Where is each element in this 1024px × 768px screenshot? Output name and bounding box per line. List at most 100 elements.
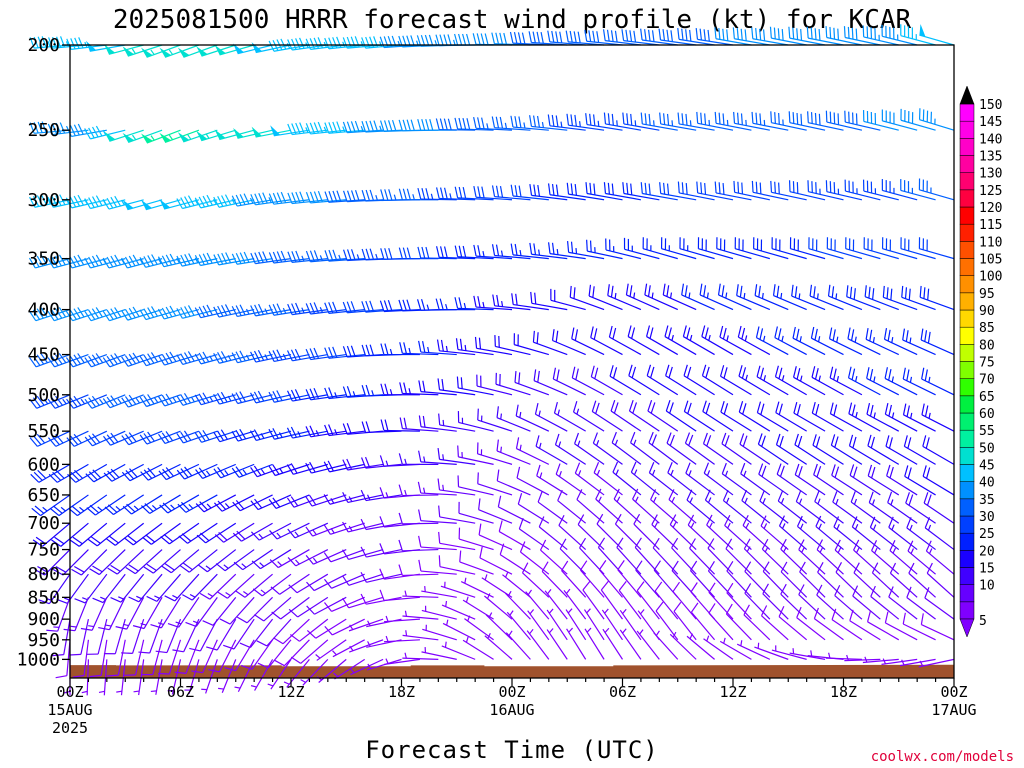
barb-feather: [806, 26, 809, 39]
barb-feather: [361, 421, 367, 433]
barb-feather: [84, 128, 91, 140]
wind-barb: [505, 630, 531, 660]
barb-shaft: [817, 571, 844, 598]
barb-feather: [305, 38, 312, 50]
wind-barb: [772, 284, 807, 311]
barb-feather: [379, 455, 385, 467]
barb-shaft: [582, 589, 605, 620]
wind-barb: [176, 305, 218, 319]
barb-feather: [574, 183, 578, 196]
barb-feather: [596, 31, 600, 43]
barb-feather: [73, 308, 81, 319]
barb-shaft: [866, 377, 900, 396]
barb-shaft: [761, 548, 789, 575]
barb-feather: [847, 366, 852, 379]
barb-feather: [922, 465, 927, 477]
barb-shaft: [568, 193, 605, 201]
wind-barb: [666, 432, 697, 465]
barb-feather: [556, 369, 560, 381]
barb-feather: [128, 596, 140, 603]
barb-shaft: [384, 596, 420, 602]
wind-barb: [703, 635, 734, 660]
barb-feather: [369, 300, 375, 312]
barb-half-feather: [70, 625, 77, 628]
wind-barb: [696, 181, 734, 201]
barb-shaft: [168, 639, 182, 675]
barb-feather: [184, 306, 191, 317]
barb-shaft: [127, 353, 163, 367]
barb-shaft: [627, 336, 660, 356]
wind-barb: [510, 184, 549, 201]
barb-shaft: [244, 573, 273, 598]
barb-feather: [55, 433, 64, 444]
barb-feather: [235, 590, 246, 598]
barb-shaft: [584, 628, 605, 660]
barb-shaft: [626, 294, 660, 311]
barb-feather: [830, 434, 836, 446]
barb-feather: [499, 186, 504, 198]
wind-barb: [106, 639, 126, 677]
barb-half-feather: [80, 398, 86, 405]
barb-feather: [462, 245, 467, 258]
barb-half-feather: [819, 547, 824, 553]
chart-title: 2025081500 HRRR forecast wind profile (k…: [113, 5, 912, 35]
barb-shaft: [707, 547, 734, 575]
barb-feather: [681, 113, 684, 125]
barb-half-feather: [154, 595, 160, 599]
barb-feather: [575, 368, 579, 380]
barb-shaft: [924, 597, 955, 620]
wind-barb: [49, 494, 89, 517]
wind-barb: [176, 195, 218, 210]
barb-feather: [58, 254, 66, 266]
barb-feather: [143, 566, 154, 574]
wind-barb: [815, 515, 844, 551]
barb-feather: [443, 187, 448, 199]
barb-feather: [551, 329, 555, 341]
barb-feather: [249, 430, 257, 441]
wind-barb: [398, 247, 439, 260]
wind-barb: [28, 254, 71, 269]
barb-shaft: [90, 309, 126, 322]
barb-feather: [751, 180, 754, 193]
barb-feather: [478, 523, 482, 536]
barb-feather: [888, 437, 893, 449]
barb-feather: [127, 535, 137, 543]
barb-feather: [197, 564, 208, 573]
barb-shaft: [826, 191, 863, 201]
barb-shaft: [724, 525, 752, 551]
wind-barb: [399, 342, 439, 356]
wind-barb: [734, 237, 770, 260]
barb-shaft: [605, 123, 642, 131]
barb-feather: [379, 300, 385, 312]
wind-barb: [268, 349, 310, 363]
barb-shaft: [600, 589, 623, 620]
barb-feather: [813, 286, 816, 298]
barb-feather: [565, 30, 569, 42]
barb-feather: [518, 185, 522, 197]
barb-shaft: [147, 463, 181, 481]
wind-barb: [566, 240, 605, 260]
wind-barb: [218, 659, 237, 693]
barb-feather: [56, 598, 68, 604]
barb-feather: [220, 391, 228, 403]
barb-shaft: [736, 643, 771, 660]
barb-feather: [239, 428, 247, 440]
barb-feather: [92, 597, 104, 604]
barb-feather: [460, 377, 463, 389]
barb-half-feather: [65, 41, 70, 47]
barb-feather: [611, 183, 614, 195]
barb-feather: [110, 597, 122, 603]
barb-shaft: [164, 353, 200, 366]
wind-barb: [323, 522, 365, 535]
barb-shaft: [902, 378, 936, 396]
barb-feather: [704, 327, 709, 339]
wind-barb: [808, 237, 844, 260]
barb-feather: [313, 387, 320, 399]
barb-feather: [360, 546, 367, 558]
barb-feather: [800, 113, 803, 126]
wind-barb: [249, 429, 292, 442]
barb-half-feather: [523, 122, 526, 129]
barb-feather: [106, 197, 114, 209]
barb-shaft: [634, 547, 660, 575]
barb-shaft: [535, 445, 568, 465]
